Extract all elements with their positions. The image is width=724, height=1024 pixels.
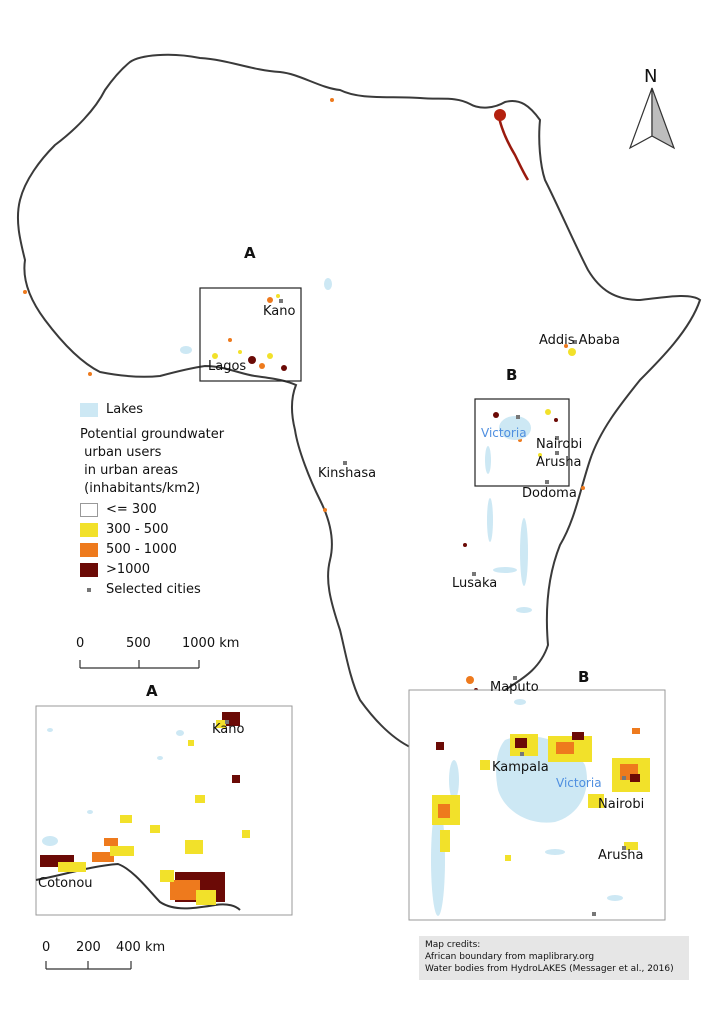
- legend-class-label: <= 300: [106, 502, 157, 517]
- lake-swatch: [80, 403, 98, 417]
- inset-a: [35, 705, 293, 916]
- class-swatch: [80, 563, 98, 577]
- legend-title: Potential groundwater urban users in urb…: [80, 426, 224, 498]
- inset-a-cotonou-label: Cotonou: [38, 876, 93, 891]
- map-credits: Map credits: African boundary from mapli…: [419, 936, 689, 980]
- inset-a-title: A: [146, 682, 158, 700]
- inset-a-city-marker: [225, 720, 229, 724]
- scale-bar-inset: [45, 961, 132, 970]
- legend-lakes: Lakes: [80, 400, 224, 420]
- credits-line: Water bodies from HydroLAKES (Messager e…: [425, 964, 674, 974]
- inset-a-urban: [40, 712, 250, 905]
- city-label-nairobi: Nairobi: [536, 437, 583, 452]
- scale-inset-tick-0: 0: [42, 940, 51, 955]
- legend: Lakes Potential groundwater urban users …: [80, 400, 224, 600]
- scale-main-tick-0: 0: [76, 636, 85, 651]
- north-arrow-icon: [628, 87, 676, 150]
- inset-b-marker-main: B: [506, 366, 518, 384]
- inset-b-kampala-label: Kampala: [492, 760, 549, 775]
- city-label-arusha: Arusha: [536, 455, 582, 470]
- city-label-dodoma: Dodoma: [522, 486, 577, 501]
- inset-b-victoria-label: Victoria: [556, 776, 602, 790]
- credits-line: African boundary from maplibrary.org: [425, 952, 595, 962]
- legend-lakes-label: Lakes: [106, 402, 144, 417]
- city-label-addis: Addis Ababa: [539, 333, 621, 348]
- inset-b-title: B: [578, 668, 590, 686]
- city-label-victoria: Victoria: [481, 426, 527, 440]
- legend-class-label: 300 - 500: [106, 522, 169, 537]
- legend-title-line: urban users: [80, 445, 162, 460]
- legend-class-3: 500 - 1000: [80, 540, 224, 560]
- scale-inset-tick-200: 200: [76, 940, 101, 955]
- urban-points: [23, 98, 585, 692]
- inset-a-kano-label: Kano: [212, 722, 245, 737]
- legend-title-line: (inhabitants/km2): [80, 481, 201, 496]
- city-label-kinshasa: Kinshasa: [318, 466, 377, 481]
- legend-class-label: 500 - 1000: [106, 542, 177, 557]
- legend-cities-label: Selected cities: [106, 582, 201, 597]
- inset-b-arusha-label: Arusha: [598, 848, 644, 863]
- class-swatch: [80, 523, 98, 537]
- north-label: N: [644, 66, 658, 87]
- legend-title-line: in urban areas: [80, 463, 179, 478]
- inset-b-city-markers: [520, 752, 626, 916]
- scale-bar-main: [79, 660, 200, 669]
- inset-b-frame-main: [474, 398, 570, 487]
- legend-class-1: <= 300: [80, 500, 224, 520]
- inset-b-nairobi-label: Nairobi: [598, 797, 645, 812]
- nile-river: [496, 111, 530, 181]
- nile-delta: [494, 109, 506, 121]
- inset-a-lakes: [42, 728, 184, 846]
- city-label-lagos: Lagos: [208, 359, 247, 374]
- credits-line: Map credits:: [425, 940, 481, 950]
- legend-class-4: >1000: [80, 560, 224, 580]
- inset-a-marker-main: A: [244, 244, 256, 262]
- scale-main-tick-500: 500: [126, 636, 151, 651]
- legend-title-line: Potential groundwater: [80, 427, 225, 442]
- scale-inset-tick-400: 400 km: [116, 940, 166, 955]
- inset-b-urban: [432, 728, 650, 861]
- inset-a-frame-main: [199, 287, 302, 382]
- inset-b-lakes: [431, 699, 623, 916]
- scale-main-tick-1000: 1000 km: [182, 636, 240, 651]
- class-swatch: [80, 543, 98, 557]
- legend-class-label: >1000: [106, 562, 150, 577]
- class-swatch: [80, 503, 98, 517]
- city-label-kano: Kano: [263, 304, 296, 319]
- city-markers: [279, 299, 577, 680]
- legend-class-2: 300 - 500: [80, 520, 224, 540]
- legend-cities: Selected cities: [80, 580, 224, 600]
- inset-b: [408, 689, 666, 921]
- lakes-main: [180, 278, 532, 613]
- city-label-maputo: Maputo: [490, 680, 539, 695]
- city-label-lusaka: Lusaka: [452, 576, 498, 591]
- city-marker-icon: [87, 588, 91, 592]
